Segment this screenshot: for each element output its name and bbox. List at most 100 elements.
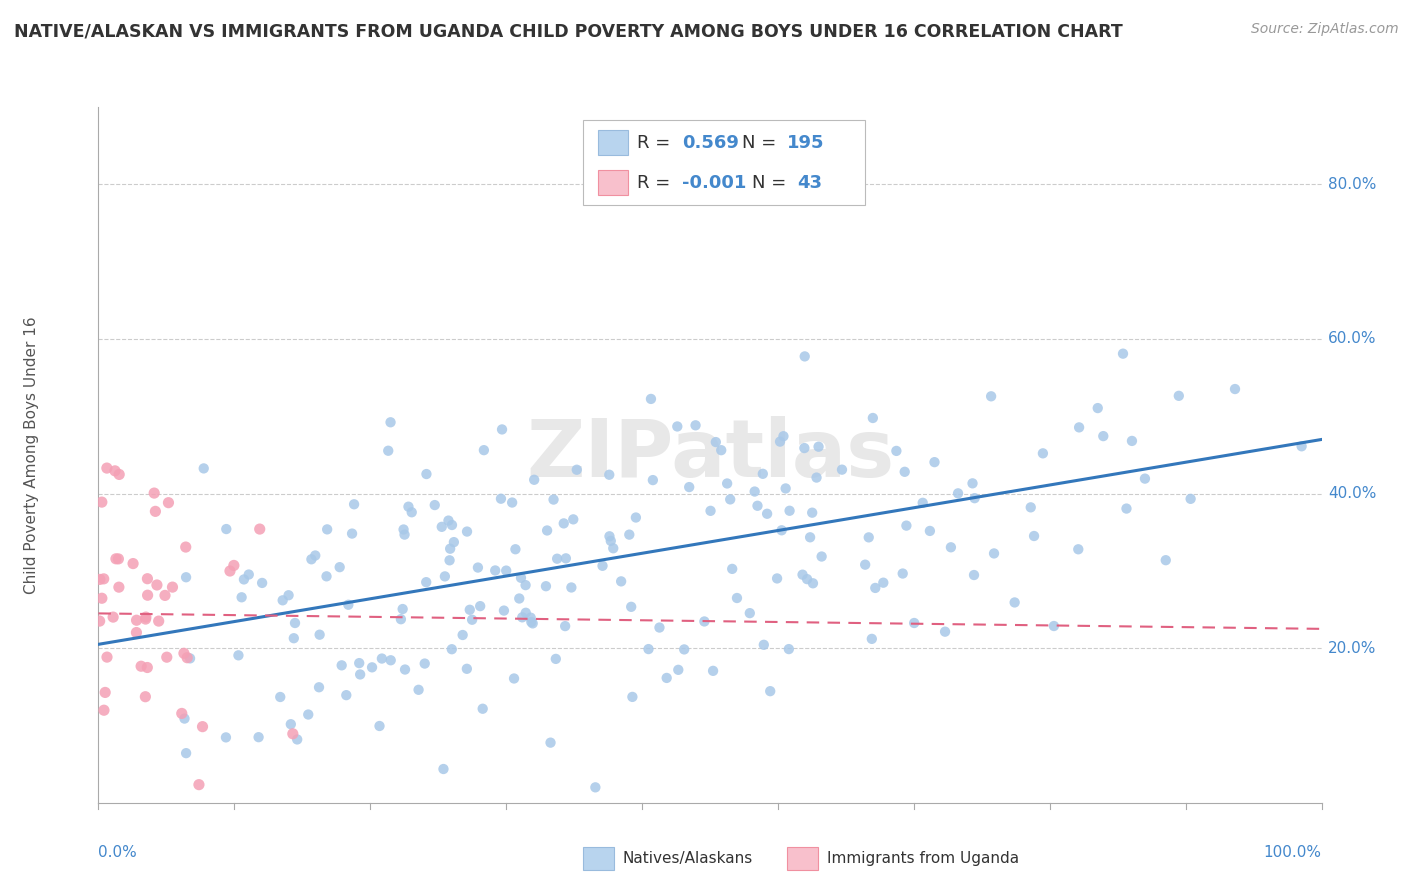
Point [153,588,176,602]
Point [335,688,357,702]
Point [108,580,131,594]
Point [90,495,112,509]
Point [963,568,986,582]
Point [554,551,576,566]
Point [162,580,184,594]
Point [918,524,941,538]
Point [389,612,412,626]
Point [492,604,515,618]
Point [456,662,478,676]
Point [1167,389,1189,403]
Point [1121,434,1143,448]
Point [361,660,384,674]
Text: 20.0%: 20.0% [1327,640,1376,656]
Point [1133,472,1156,486]
Point [641,473,664,487]
Point [299,552,322,566]
Point [911,496,934,510]
Point [1154,553,1177,567]
Point [284,615,307,630]
Point [285,732,308,747]
Point [228,648,250,663]
Text: 0.0%: 0.0% [98,845,138,860]
Point [93,703,115,717]
Point [135,610,157,624]
Point [536,524,558,538]
Text: R =: R = [637,134,676,152]
Point [440,642,463,657]
Point [104,551,127,566]
Point [534,579,557,593]
Point [505,542,527,557]
Point [865,581,887,595]
Point [315,569,337,583]
Point [699,504,721,518]
Point [678,480,700,494]
Point [693,615,716,629]
Point [619,527,641,541]
Point [624,510,647,524]
Point [546,551,568,566]
Point [107,552,129,566]
Point [543,492,565,507]
Point [495,564,517,578]
Point [136,572,159,586]
Point [308,628,330,642]
Point [215,731,238,745]
Point [187,778,209,792]
Point [738,606,761,620]
Point [702,664,724,678]
Text: Child Poverty Among Boys Under 16: Child Poverty Among Boys Under 16 [24,316,38,594]
Point [655,671,678,685]
Point [430,520,453,534]
Point [308,680,330,694]
Point [648,621,671,635]
Point [392,523,415,537]
Point [249,522,271,536]
Point [337,598,360,612]
Text: 60.0%: 60.0% [1327,332,1376,346]
Point [560,581,582,595]
Point [471,702,494,716]
Point [598,467,620,482]
Point [610,574,633,589]
Point [554,619,576,633]
Point [439,553,461,567]
Point [544,652,567,666]
Point [238,567,260,582]
Point [461,613,484,627]
Point [747,499,769,513]
Point [108,467,131,482]
Point [271,593,294,607]
Point [304,549,326,563]
Point [793,441,815,455]
Point [666,663,689,677]
Point [752,467,775,481]
Point [174,540,197,554]
Point [467,560,489,574]
Point [592,558,614,573]
Point [896,518,918,533]
Point [891,566,914,581]
Point [231,591,253,605]
Point [778,642,800,657]
Point [515,606,537,620]
Point [368,719,391,733]
Point [491,422,513,436]
Point [470,599,492,614]
Point [1087,401,1109,415]
Point [280,717,302,731]
Point [770,523,793,537]
Point [90,591,112,606]
Point [451,628,474,642]
Text: 0.569: 0.569 [682,134,738,152]
Text: Natives/Alaskans: Natives/Alaskans [623,851,754,865]
Text: 80.0%: 80.0% [1327,177,1376,192]
Point [860,632,883,646]
Point [924,455,946,469]
Point [766,571,789,585]
Point [872,575,894,590]
Text: 43: 43 [797,174,823,192]
Point [801,506,824,520]
Point [135,612,157,626]
